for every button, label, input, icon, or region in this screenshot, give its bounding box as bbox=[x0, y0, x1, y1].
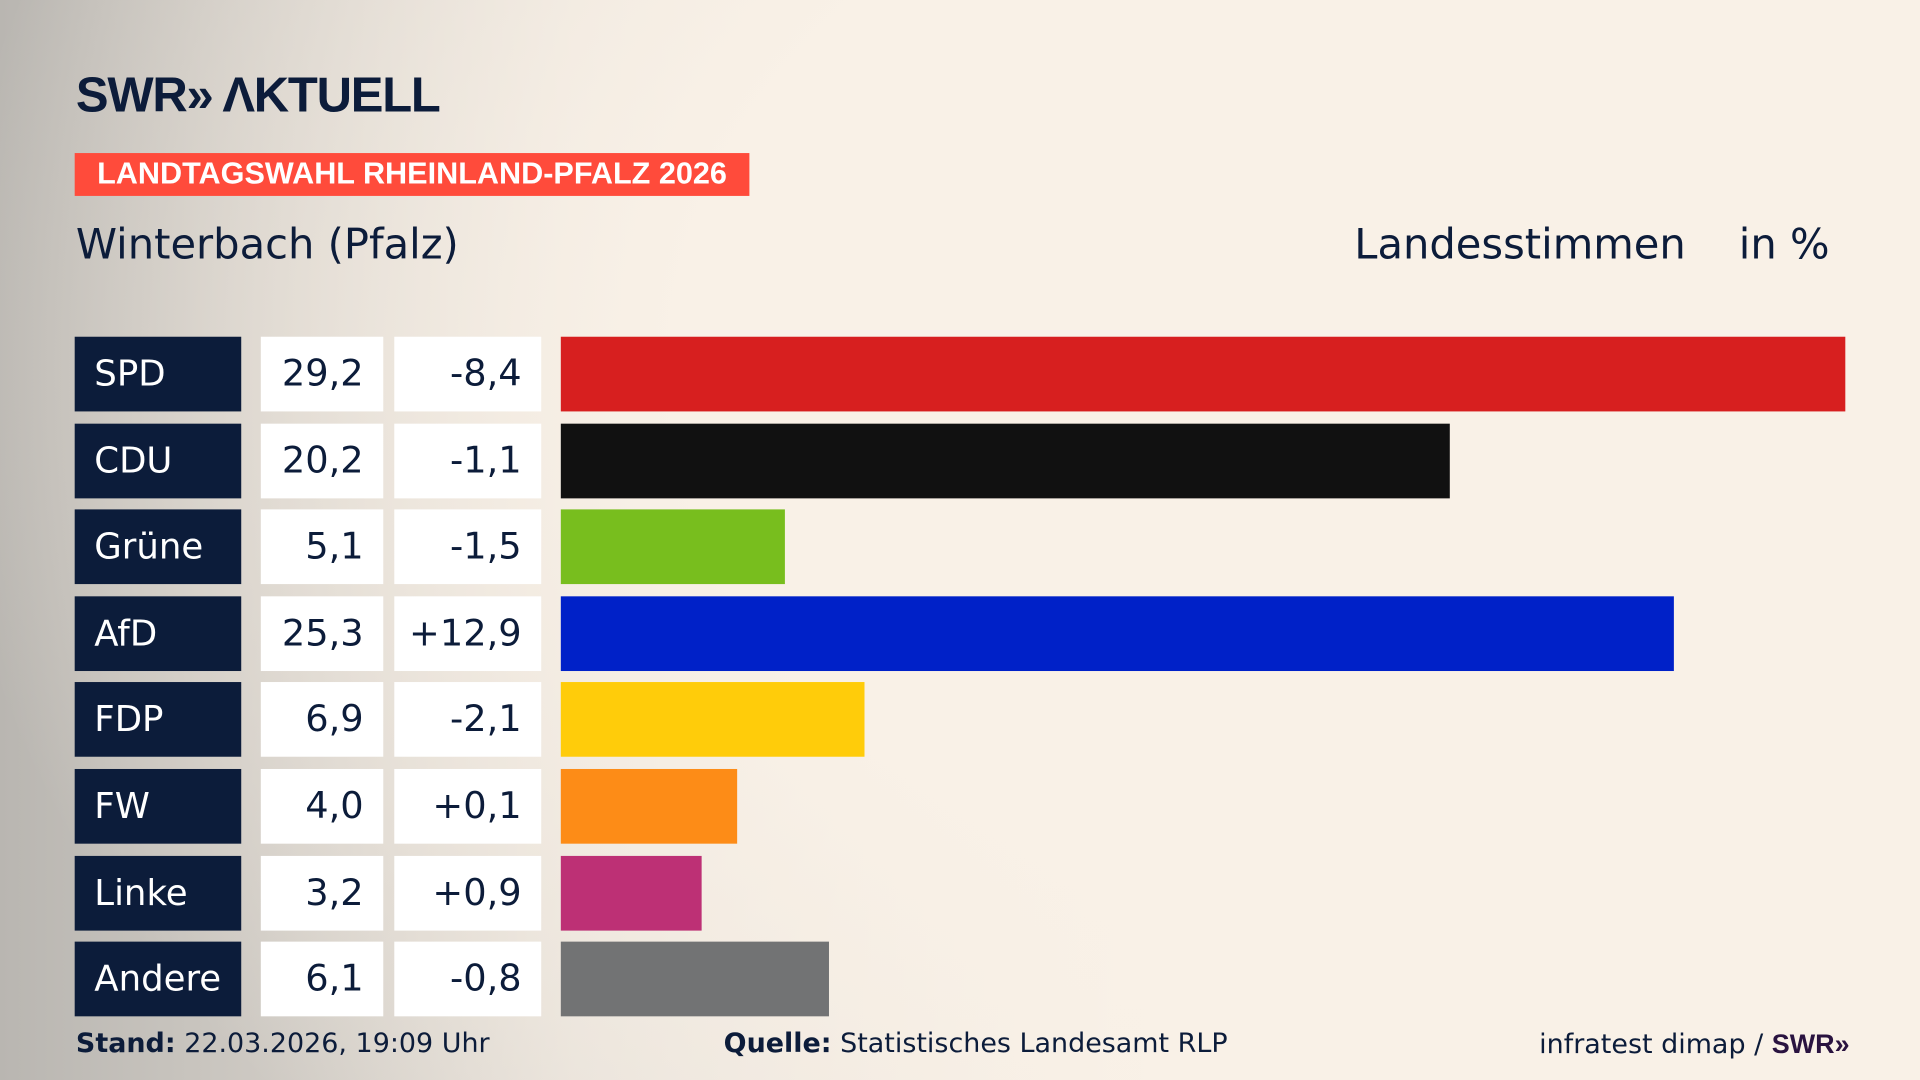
stand-value: 22.03.2026, 19:09 Uhr bbox=[184, 1028, 490, 1060]
party-label: Linke bbox=[74, 855, 242, 931]
vote-type-label: Landesstimmen bbox=[1354, 220, 1686, 270]
election-banner: LANDTAGSWAHL RHEINLAND-PFALZ 2026 bbox=[74, 153, 750, 196]
bar bbox=[560, 682, 865, 758]
value-label: 5,1 bbox=[260, 509, 384, 585]
bar bbox=[560, 855, 702, 931]
timestamp: Stand: 22.03.2026, 19:09 Uhr bbox=[76, 1029, 490, 1060]
diff-label: -2,1 bbox=[394, 682, 542, 758]
diff-label: -1,5 bbox=[394, 509, 542, 585]
source-label: Quelle: bbox=[723, 1028, 832, 1060]
diff-label: +12,9 bbox=[394, 596, 542, 671]
source-value: Statistisches Landesamt RLP bbox=[840, 1028, 1228, 1060]
party-label: CDU bbox=[74, 423, 242, 498]
diff-label: -0,8 bbox=[394, 941, 542, 1017]
party-label: SPD bbox=[74, 336, 242, 412]
value-label: 6,1 bbox=[260, 941, 384, 1017]
diff-label: +0,9 bbox=[394, 855, 542, 931]
diff-label: -1,1 bbox=[394, 423, 542, 498]
value-label: 4,0 bbox=[260, 768, 384, 844]
diff-label: -8,4 bbox=[394, 336, 542, 412]
bar bbox=[560, 509, 786, 585]
value-label: 6,9 bbox=[260, 682, 384, 758]
party-label: AfD bbox=[74, 596, 242, 671]
value-label: 25,3 bbox=[260, 596, 384, 671]
party-label: Grüne bbox=[74, 509, 242, 585]
swr-logo: SWR» bbox=[1771, 1028, 1850, 1060]
credit-text: infratest dimap / bbox=[1539, 1029, 1772, 1061]
swr-aktuell-logo: SWR» ΛKTUELL bbox=[75, 68, 441, 123]
bar bbox=[560, 768, 737, 844]
source: Quelle: Statistisches Landesamt RLP bbox=[724, 1029, 1228, 1060]
diff-label: +0,1 bbox=[394, 768, 542, 844]
unit-label: in % bbox=[1738, 220, 1830, 270]
party-label: FDP bbox=[74, 682, 242, 758]
party-label: Andere bbox=[74, 941, 242, 1017]
bar bbox=[560, 941, 830, 1017]
value-label: 3,2 bbox=[260, 855, 384, 931]
value-label: 29,2 bbox=[260, 336, 384, 412]
party-label: FW bbox=[74, 768, 242, 844]
bar bbox=[560, 336, 1846, 412]
bar bbox=[560, 423, 1450, 498]
page-title: Winterbach (Pfalz) bbox=[75, 220, 459, 270]
credit: infratest dimap / SWR» bbox=[1539, 1029, 1849, 1061]
value-label: 20,2 bbox=[260, 423, 384, 498]
stand-label: Stand: bbox=[75, 1028, 176, 1060]
bar bbox=[560, 596, 1674, 671]
